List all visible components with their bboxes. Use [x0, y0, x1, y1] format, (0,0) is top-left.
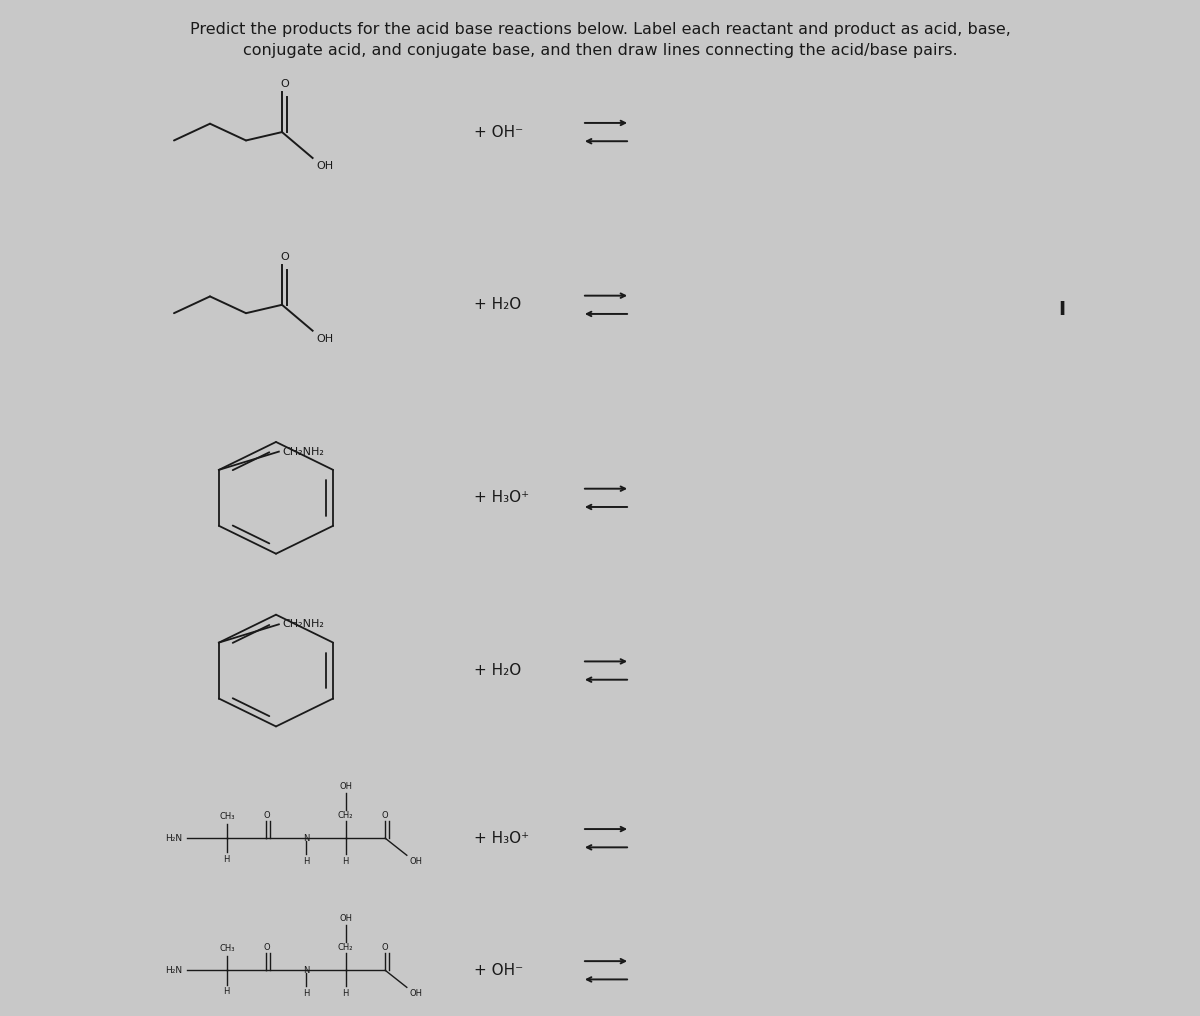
Text: + H₃O⁺: + H₃O⁺: [474, 491, 529, 505]
Text: H: H: [342, 989, 349, 998]
Text: O: O: [280, 252, 289, 262]
Text: conjugate acid, and conjugate base, and then draw lines connecting the acid/base: conjugate acid, and conjugate base, and …: [242, 43, 958, 58]
Text: O: O: [263, 943, 270, 952]
Text: H₂N: H₂N: [166, 966, 182, 974]
Text: O: O: [382, 811, 389, 820]
Text: CH₃: CH₃: [220, 944, 234, 953]
Text: CH₂: CH₂: [338, 943, 353, 952]
Text: I: I: [1058, 301, 1066, 319]
Text: CH₂: CH₂: [338, 811, 353, 820]
Text: CH₂NH₂: CH₂NH₂: [282, 447, 324, 456]
Text: + H₂O: + H₂O: [474, 663, 521, 678]
Text: H: H: [302, 989, 310, 998]
Text: OH: OH: [409, 990, 422, 999]
Text: + H₃O⁺: + H₃O⁺: [474, 831, 529, 845]
Text: O: O: [382, 943, 389, 952]
Text: H: H: [223, 988, 230, 997]
Text: OH: OH: [340, 782, 352, 791]
Text: OH: OH: [340, 914, 352, 924]
Text: O: O: [263, 811, 270, 820]
Text: N: N: [302, 966, 310, 974]
Text: + OH⁻: + OH⁻: [474, 125, 523, 139]
Text: H: H: [223, 855, 230, 865]
Text: OH: OH: [317, 161, 334, 171]
Text: CH₂NH₂: CH₂NH₂: [282, 620, 324, 629]
Text: CH₃: CH₃: [220, 812, 234, 821]
Text: + OH⁻: + OH⁻: [474, 963, 523, 977]
Text: OH: OH: [409, 858, 422, 867]
Text: O: O: [280, 79, 289, 89]
Text: OH: OH: [317, 333, 334, 343]
Text: H: H: [302, 856, 310, 866]
Text: Predict the products for the acid base reactions below. Label each reactant and : Predict the products for the acid base r…: [190, 22, 1010, 38]
Text: + H₂O: + H₂O: [474, 298, 521, 312]
Text: H₂N: H₂N: [166, 834, 182, 842]
Text: N: N: [302, 834, 310, 842]
Text: H: H: [342, 856, 349, 866]
